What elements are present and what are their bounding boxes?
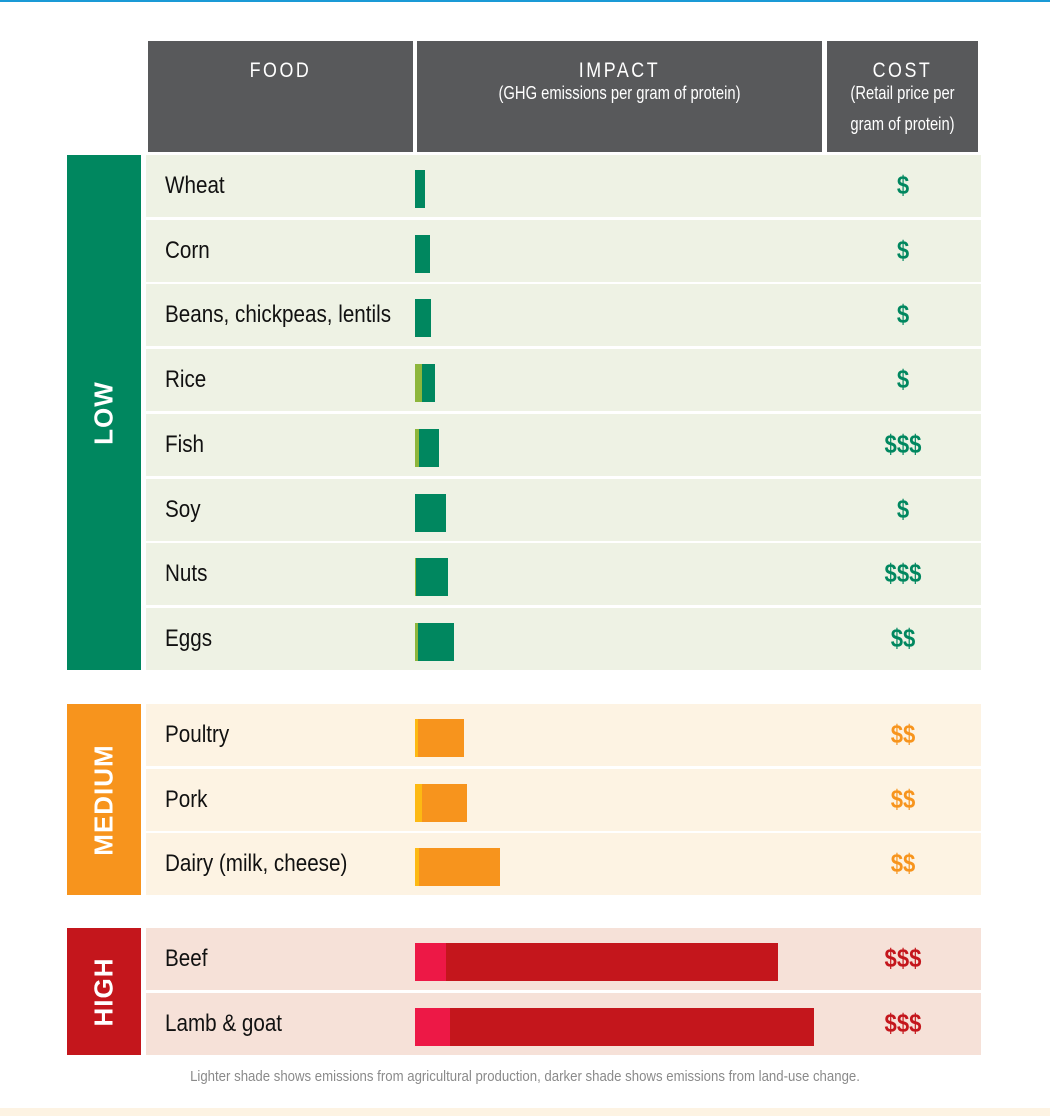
cost-rating: $$$ <box>884 429 922 459</box>
category-band-low: LOW <box>67 155 141 670</box>
table-row: Pork $$ <box>146 769 981 831</box>
impact-bar-land-use <box>422 364 435 402</box>
header-cost: COST (Retail price per gram of protein) <box>827 41 978 152</box>
food-label: Wheat <box>165 172 225 199</box>
impact-bar <box>415 235 430 273</box>
food-label: Lamb & goat <box>165 1010 283 1037</box>
cost-rating: $$ <box>890 719 916 749</box>
cost-rating: $$ <box>890 784 916 814</box>
table-row: Beef $$$ <box>146 928 981 990</box>
table-row: Eggs $$ <box>146 608 981 670</box>
impact-bar <box>415 623 454 661</box>
impact-bar-agricultural <box>415 558 416 596</box>
category-label: LOW <box>88 380 119 445</box>
impact-bar <box>415 784 467 822</box>
food-label: Pork <box>165 786 208 813</box>
cost-rating: $$ <box>890 623 916 653</box>
header-cost-title: COST <box>872 59 933 82</box>
impact-bar <box>415 364 435 402</box>
table-row: Poultry $$ <box>146 704 981 766</box>
impact-bar-land-use <box>450 1008 814 1046</box>
cost-rating: $$$ <box>884 943 922 973</box>
top-rule <box>0 0 1050 2</box>
table-row: Lamb & goat $$$ <box>146 993 981 1055</box>
header-food: FOOD <box>148 41 413 152</box>
impact-bar-land-use <box>446 943 778 981</box>
food-label: Dairy (milk, cheese) <box>165 850 348 877</box>
footnote: Lighter shade shows emissions from agric… <box>190 1068 860 1085</box>
impact-bar-land-use <box>418 623 454 661</box>
impact-bar <box>415 429 439 467</box>
header-impact-subtitle: (GHG emissions per gram of protein) <box>498 83 741 103</box>
food-label: Rice <box>165 366 207 393</box>
impact-bar <box>415 558 448 596</box>
impact-bar-land-use <box>419 848 500 886</box>
bottom-strip <box>0 1108 1050 1116</box>
table-row: Beans, chickpeas, lentils $ <box>146 284 981 346</box>
header-cost-subtitle-1: (Retail price per <box>850 83 955 103</box>
food-label: Beans, chickpeas, lentils <box>165 301 392 328</box>
impact-bar-land-use <box>415 494 446 532</box>
table-row: Rice $ <box>146 349 981 411</box>
impact-bar <box>415 848 500 886</box>
category-label: MEDIUM <box>88 743 119 856</box>
cost-rating: $ <box>896 170 910 200</box>
food-label: Fish <box>165 431 204 458</box>
impact-bar <box>415 299 431 337</box>
cost-rating: $ <box>896 364 910 394</box>
impact-bar-land-use <box>415 170 425 208</box>
food-label: Corn <box>165 237 210 264</box>
food-label: Beef <box>165 945 208 972</box>
impact-bar-land-use <box>416 558 448 596</box>
table-row: Wheat $ <box>146 155 981 217</box>
category-label: HIGH <box>88 957 119 1026</box>
impact-bar-land-use <box>422 784 467 822</box>
cost-rating: $$ <box>890 848 916 878</box>
impact-bar-agricultural <box>415 429 419 467</box>
cost-rating: $ <box>896 494 910 524</box>
impact-bar <box>415 494 446 532</box>
impact-bar <box>415 170 425 208</box>
food-label: Poultry <box>165 721 230 748</box>
cost-rating: $$$ <box>884 558 922 588</box>
impact-bar-agricultural <box>415 719 418 757</box>
table-row: Corn $ <box>146 220 981 282</box>
food-label: Nuts <box>165 560 208 587</box>
table-row: Fish $$$ <box>146 414 981 476</box>
impact-bar-agricultural <box>415 848 419 886</box>
impact-bar-land-use <box>415 299 431 337</box>
cost-rating: $ <box>896 235 910 265</box>
header-cost-subtitle-2: gram of protein) <box>850 114 955 134</box>
impact-bar <box>415 1008 814 1046</box>
header-impact: IMPACT (GHG emissions per gram of protei… <box>417 41 822 152</box>
impact-bar-land-use <box>419 429 439 467</box>
category-band-high: HIGH <box>67 928 141 1055</box>
table-row: Soy $ <box>146 479 981 541</box>
food-label: Soy <box>165 496 201 523</box>
impact-bar-agricultural <box>415 1008 450 1046</box>
impact-bar-land-use <box>415 235 430 273</box>
impact-bar <box>415 719 464 757</box>
header-impact-title: IMPACT <box>578 59 661 82</box>
impact-bar-agricultural <box>415 943 446 981</box>
category-band-medium: MEDIUM <box>67 704 141 895</box>
cost-rating: $$$ <box>884 1008 922 1038</box>
impact-bar-agricultural <box>415 784 422 822</box>
impact-bar <box>415 943 778 981</box>
header-food-title: FOOD <box>249 59 312 82</box>
impact-bar-land-use <box>418 719 464 757</box>
cost-rating: $ <box>896 299 910 329</box>
table-row: Dairy (milk, cheese) $$ <box>146 833 981 895</box>
impact-bar-agricultural <box>415 623 418 661</box>
impact-bar-agricultural <box>415 364 422 402</box>
table-row: Nuts $$$ <box>146 543 981 605</box>
food-label: Eggs <box>165 625 213 652</box>
